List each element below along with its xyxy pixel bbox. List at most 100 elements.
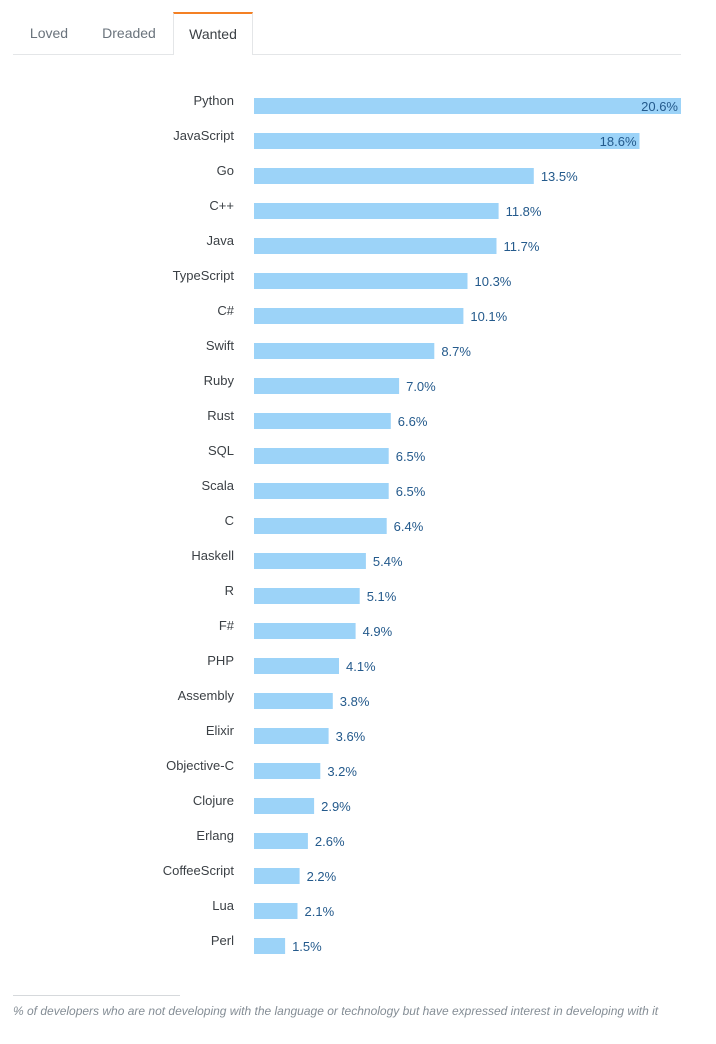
category-label: Scala: [201, 478, 234, 493]
bar-row: Erlang 2.6%: [196, 828, 345, 849]
bar-row: C 6.4%: [225, 513, 424, 534]
category-label: R: [225, 583, 234, 598]
bar-row: SQL 6.5%: [208, 443, 426, 464]
bar-row: Swift 8.7%: [206, 338, 471, 359]
bar-row: Clojure 2.9%: [193, 793, 351, 814]
bar: [254, 623, 356, 639]
value-label: 3.8%: [340, 694, 370, 709]
value-label: 6.4%: [394, 519, 424, 534]
category-label: Java: [207, 233, 235, 248]
category-label: Elixir: [206, 723, 235, 738]
category-label: Lua: [212, 898, 234, 913]
value-label: 1.5%: [292, 939, 322, 954]
value-label: 8.7%: [441, 344, 471, 359]
tab-wanted[interactable]: Wanted: [173, 12, 253, 55]
value-label: 4.1%: [346, 659, 376, 674]
bar: [254, 168, 534, 184]
bar-row: R 5.1%: [225, 583, 397, 604]
bar: [254, 203, 499, 219]
bar: [254, 658, 339, 674]
value-label: 7.0%: [406, 379, 436, 394]
value-label: 11.7%: [504, 239, 540, 254]
value-label: 5.1%: [367, 589, 397, 604]
category-label: Assembly: [178, 688, 235, 703]
value-label: 11.8%: [506, 204, 542, 219]
bar-row: Java 11.7%: [207, 233, 540, 254]
bar: [254, 98, 681, 114]
bar: [254, 273, 468, 289]
bar-row: C++ 11.8%: [209, 198, 542, 219]
bar: [254, 868, 300, 884]
value-label: 4.9%: [363, 624, 393, 639]
value-label: 3.6%: [336, 729, 366, 744]
bar: [254, 763, 321, 779]
bar-row: Haskell 5.4%: [191, 548, 403, 569]
value-label: 5.4%: [373, 554, 403, 569]
category-label: Swift: [206, 338, 235, 353]
bar: [254, 903, 298, 919]
category-label: Python: [194, 93, 234, 108]
bar-row: Assembly 3.8%: [178, 688, 370, 709]
value-label: 3.2%: [327, 764, 357, 779]
category-label: F#: [219, 618, 235, 633]
bar: [254, 378, 400, 394]
bar: [254, 343, 435, 359]
bar-row: CoffeeScript 2.2%: [163, 863, 337, 884]
value-label: 6.6%: [398, 414, 428, 429]
bar-row: Ruby 7.0%: [204, 373, 436, 394]
bar-row: TypeScript 10.3%: [173, 268, 512, 289]
bar-row: F# 4.9%: [219, 618, 393, 639]
bar: [254, 693, 333, 709]
bar-row: Lua 2.1%: [212, 898, 335, 919]
bar: [254, 518, 387, 534]
bar: [254, 133, 640, 149]
bar-row: Rust 6.6%: [207, 408, 428, 429]
category-label: Go: [217, 163, 234, 178]
value-label: 2.1%: [305, 904, 335, 919]
value-label: 13.5%: [541, 169, 578, 184]
tab-loved[interactable]: Loved: [29, 25, 69, 41]
bar-row: Scala 6.5%: [201, 478, 426, 499]
value-label: 6.5%: [396, 449, 426, 464]
bar: [254, 448, 389, 464]
value-label: 18.6%: [600, 134, 637, 149]
bar-row: Go 13.5%: [217, 163, 578, 184]
value-label: 10.1%: [470, 309, 507, 324]
category-label: TypeScript: [173, 268, 235, 283]
category-label: C#: [217, 303, 234, 318]
category-label: Rust: [207, 408, 234, 423]
category-label: CoffeeScript: [163, 863, 235, 878]
bar: [254, 833, 308, 849]
tab-bar: Loved Dreaded Wanted: [13, 12, 681, 55]
category-label: Haskell: [191, 548, 234, 563]
bar: [254, 798, 315, 814]
bar: [254, 483, 389, 499]
bar: [254, 553, 366, 569]
category-label: Objective-C: [166, 758, 234, 773]
footnote: % of developers who are not developing w…: [13, 1004, 659, 1018]
tab-dreaded[interactable]: Dreaded: [102, 25, 156, 41]
bar-row: Elixir 3.6%: [206, 723, 366, 744]
category-label: Clojure: [193, 793, 234, 808]
bar: [254, 728, 329, 744]
bar-row: JavaScript 18.6%: [173, 128, 640, 149]
value-label: 6.5%: [396, 484, 426, 499]
value-label: 10.3%: [475, 274, 512, 289]
category-label: Erlang: [196, 828, 234, 843]
bar-row: C# 10.1%: [217, 303, 508, 324]
bar: [254, 938, 286, 954]
bar-row: Perl 1.5%: [211, 933, 322, 954]
value-label: 2.6%: [315, 834, 345, 849]
category-label: PHP: [207, 653, 234, 668]
bar: [254, 308, 464, 324]
category-label: C++: [209, 198, 234, 213]
bar-row: Objective-C 3.2%: [166, 758, 357, 779]
category-label: Ruby: [204, 373, 235, 388]
value-label: 20.6%: [641, 99, 678, 114]
bar: [254, 413, 391, 429]
category-label: C: [225, 513, 234, 528]
bar: [254, 588, 360, 604]
bar: [254, 238, 497, 254]
value-label: 2.9%: [321, 799, 351, 814]
